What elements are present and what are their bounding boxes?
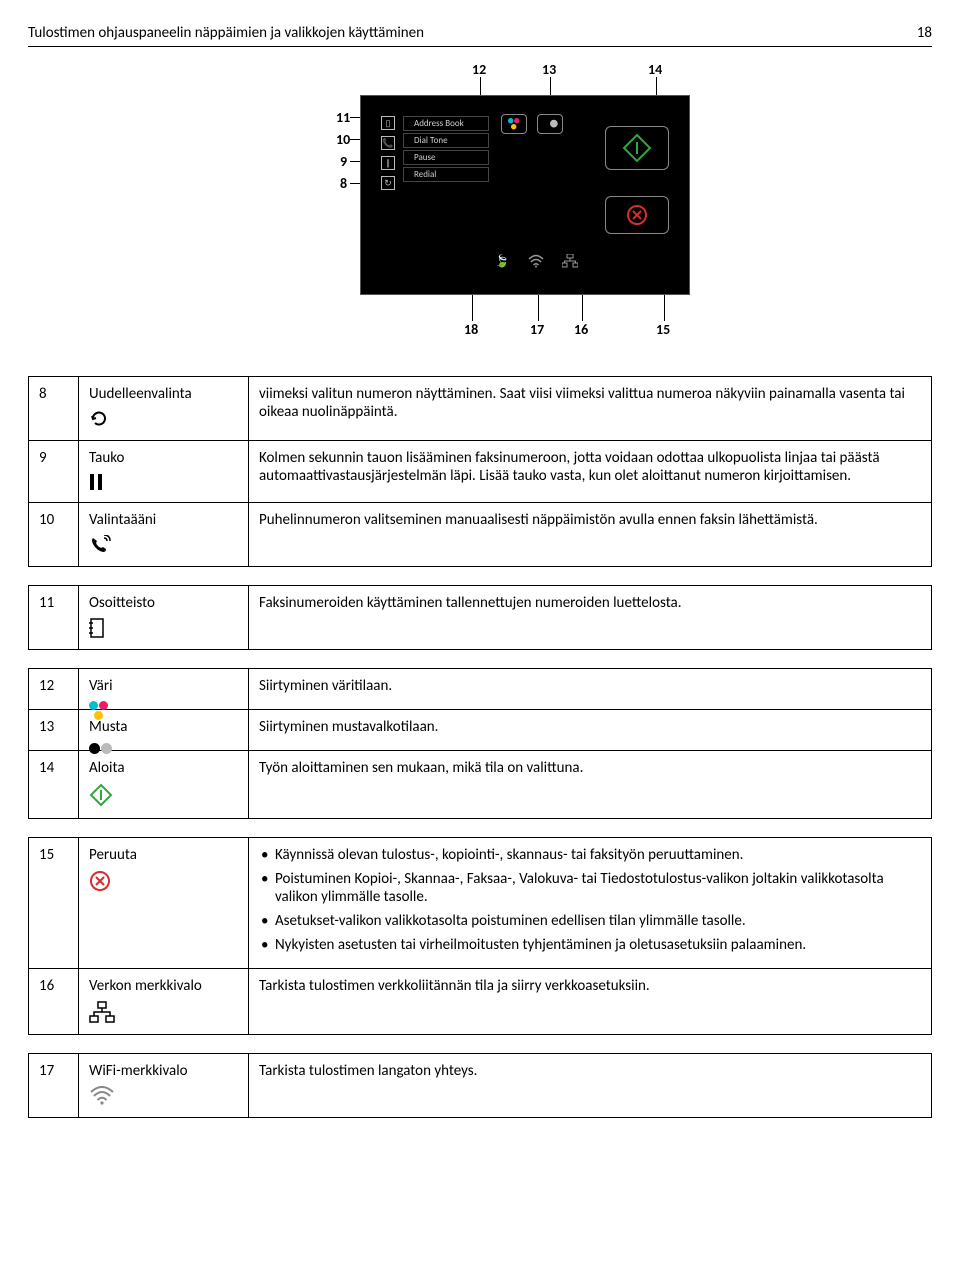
redial-icon: ↻ — [381, 176, 395, 190]
callout-9: 9 — [340, 153, 347, 170]
menu-redial: Redial — [403, 167, 489, 182]
row17-num: 17 — [29, 1054, 79, 1118]
row15-name-text: Peruuta — [89, 846, 137, 864]
callout-13: 13 — [542, 61, 556, 78]
controls-table-3: 12 Väri Siirtyminen väritilaan. 13 Musta… — [28, 668, 932, 819]
start-diamond-icon — [622, 133, 652, 163]
row9-name: Tauko — [79, 441, 249, 503]
menu-address-book: Address Book — [403, 116, 489, 131]
row13-name-text: Musta — [89, 718, 127, 736]
row12-name: Väri — [79, 669, 249, 710]
row10-desc: Puhelinnumeron valitseminen manuaalisest… — [249, 503, 932, 567]
row15-name: Peruuta — [79, 838, 249, 969]
wifi-icon — [527, 252, 545, 270]
row12-num: 12 — [29, 669, 79, 710]
controls-table-2: 11 Osoitteisto Faksinumeroiden käyttämin… — [28, 585, 932, 650]
printer-panel: ▯ 📞 ‖ ↻ Address Book Dial Tone Pause Red… — [360, 95, 690, 295]
row13-num: 13 — [29, 710, 79, 751]
menu-dial-tone: Dial Tone — [403, 133, 489, 148]
control-panel-figure: 12 13 14 11 10 9 8 18 17 16 15 ▯ 📞 ‖ ↻ — [240, 65, 720, 345]
callout-17: 17 — [530, 321, 544, 338]
row14-name: Aloita — [79, 751, 249, 819]
row15-bullet2: Poistuminen Kopioi-, Skannaa-, Faksaa-, … — [259, 870, 921, 906]
row8-name-text: Uudelleenvalinta — [89, 385, 192, 403]
color-icon — [508, 118, 520, 130]
row13-desc: Siirtyminen mustavalkotilaan. — [249, 710, 932, 751]
callout-10: 10 — [336, 131, 350, 148]
black-button — [537, 114, 563, 134]
start-icon — [89, 783, 238, 810]
row17-name-text: WiFi-merkkivalo — [89, 1062, 188, 1080]
network-icon — [89, 1001, 238, 1026]
color-button — [501, 114, 527, 134]
row9-num: 9 — [29, 441, 79, 503]
row12-desc: Siirtyminen väritilaan. — [249, 669, 932, 710]
row16-desc: Tarkista tulostimen verkkoliitännän tila… — [249, 969, 932, 1035]
pause-icon: ‖ — [381, 156, 395, 170]
eco-icon: 🍃 — [493, 252, 511, 270]
row15-bullet4: Nykyisten asetusten tai virheilmoitusten… — [259, 936, 921, 954]
row8-desc: viimeksi valitun numeron näyttäminen. Sa… — [249, 377, 932, 441]
row11-name: Osoitteisto — [79, 586, 249, 650]
row15-desc: Käynnissä olevan tulostus-, kopiointi-, … — [249, 838, 932, 969]
callout-12: 12 — [472, 61, 486, 78]
callout-16: 16 — [574, 321, 588, 338]
page-title: Tulostimen ohjauspaneelin näppäimien ja … — [28, 24, 424, 42]
row14-desc: Työn aloittaminen sen mukaan, mikä tila … — [249, 751, 932, 819]
menu-pause: Pause — [403, 150, 489, 165]
row11-desc: Faksinumeroiden käyttäminen tallennettuj… — [249, 586, 932, 650]
wifi-icon — [89, 1086, 238, 1109]
controls-table-4: 15 Peruuta Käynnissä olevan tulostus-, k… — [28, 837, 932, 1035]
row11-name-text: Osoitteisto — [89, 594, 155, 612]
black-icon — [542, 119, 559, 129]
cancel-icon — [89, 870, 238, 895]
ethernet-icon — [561, 252, 579, 270]
cancel-button — [605, 196, 669, 234]
row9-name-text: Tauko — [89, 449, 124, 467]
row15-bullet1: Käynnissä olevan tulostus-, kopiointi-, … — [259, 846, 921, 864]
callout-15: 15 — [656, 321, 670, 338]
pause-icon — [89, 473, 238, 494]
row16-name-text: Verkon merkkivalo — [89, 977, 202, 995]
row17-desc: Tarkista tulostimen langaton yhteys. — [249, 1054, 932, 1118]
row11-num: 11 — [29, 586, 79, 650]
row12-name-text: Väri — [89, 677, 113, 695]
row14-num: 14 — [29, 751, 79, 819]
callout-14: 14 — [648, 61, 662, 78]
dialtone-icon: 📞 — [381, 136, 395, 150]
callout-11: 11 — [336, 109, 350, 126]
callout-8: 8 — [340, 175, 347, 192]
row15-num: 15 — [29, 838, 79, 969]
callout-18: 18 — [464, 321, 478, 338]
redial-icon — [89, 409, 238, 432]
row17-name: WiFi-merkkivalo — [79, 1054, 249, 1118]
row10-num: 10 — [29, 503, 79, 567]
controls-table-1: 8 Uudelleenvalinta viimeksi valitun nume… — [28, 376, 932, 567]
row16-name: Verkon merkkivalo — [79, 969, 249, 1035]
address-book-icon — [89, 618, 238, 641]
row10-name-text: Valintaääni — [89, 511, 156, 529]
dialtone-icon — [89, 535, 238, 558]
cancel-x-icon — [626, 204, 648, 226]
row15-bullet3: Asetukset-valikon valikkotasolta poistum… — [259, 912, 921, 930]
start-button — [605, 126, 669, 170]
row10-name: Valintaääni — [79, 503, 249, 567]
row9-desc: Kolmen sekunnin tauon lisääminen faksinu… — [249, 441, 932, 503]
row8-name: Uudelleenvalinta — [79, 377, 249, 441]
row14-name-text: Aloita — [89, 759, 125, 777]
page-number: 18 — [917, 24, 932, 42]
address-book-icon: ▯ — [381, 116, 395, 130]
row13-name: Musta — [79, 710, 249, 751]
row16-num: 16 — [29, 969, 79, 1035]
controls-table-5: 17 WiFi-merkkivalo Tarkista tulostimen l… — [28, 1053, 932, 1118]
row8-num: 8 — [29, 377, 79, 441]
